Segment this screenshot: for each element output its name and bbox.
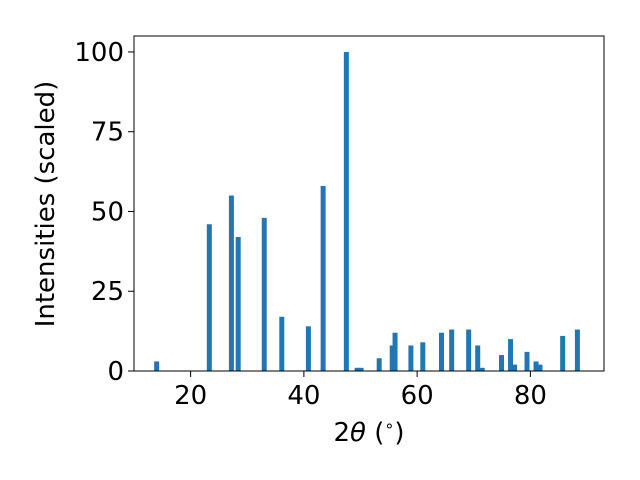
bar: [206, 224, 212, 371]
bar: [512, 364, 518, 371]
bar: [389, 345, 395, 371]
bar: [466, 329, 472, 371]
bar: [560, 335, 566, 371]
bar: [438, 332, 444, 371]
bars-group: [154, 51, 580, 371]
bar: [320, 185, 326, 371]
x-axis-title-suffix: (: [366, 418, 384, 448]
bar: [376, 358, 382, 371]
y-tick-label: 50: [91, 197, 124, 227]
bar: [408, 345, 414, 371]
y-axis-title: Intensities (scaled): [31, 81, 61, 328]
x-axis-ticks: 20 40 60 80: [174, 371, 547, 411]
bar: [305, 326, 311, 371]
bar: [154, 361, 160, 371]
bar: [499, 355, 505, 371]
bar: [420, 342, 426, 371]
y-tick-label: 0: [107, 357, 124, 387]
x-tick-label: 20: [174, 381, 207, 411]
x-axis-title-close: ): [394, 418, 404, 448]
bar: [392, 332, 398, 371]
x-axis-title-symbol: θ: [350, 418, 366, 448]
bar: [524, 351, 530, 371]
x-tick-label: 40: [287, 381, 320, 411]
x-tick-label: 80: [514, 381, 547, 411]
bar: [574, 329, 580, 371]
y-tick-label: 75: [91, 118, 124, 148]
bar: [228, 195, 234, 371]
y-axis-ticks: 0 25 50 75 100: [74, 38, 134, 387]
y-tick-label: 100: [74, 38, 124, 68]
bar: [354, 367, 360, 371]
bar: [475, 345, 481, 371]
x-axis-title: 2θ (∘): [333, 416, 404, 448]
bar: [261, 217, 267, 371]
bar: [343, 51, 349, 371]
bar: [358, 367, 364, 371]
bar: [479, 367, 485, 371]
x-axis-title-degree: ∘: [384, 416, 394, 435]
bar: [279, 316, 285, 371]
bar: [537, 364, 543, 371]
x-axis-title-prefix: 2: [333, 418, 350, 448]
plot-frame: [133, 35, 605, 372]
bar: [235, 237, 241, 371]
bar: [449, 329, 455, 371]
y-tick-label: 25: [91, 277, 124, 307]
bar: [508, 339, 514, 371]
bar: [533, 361, 539, 371]
x-tick-label: 60: [401, 381, 434, 411]
